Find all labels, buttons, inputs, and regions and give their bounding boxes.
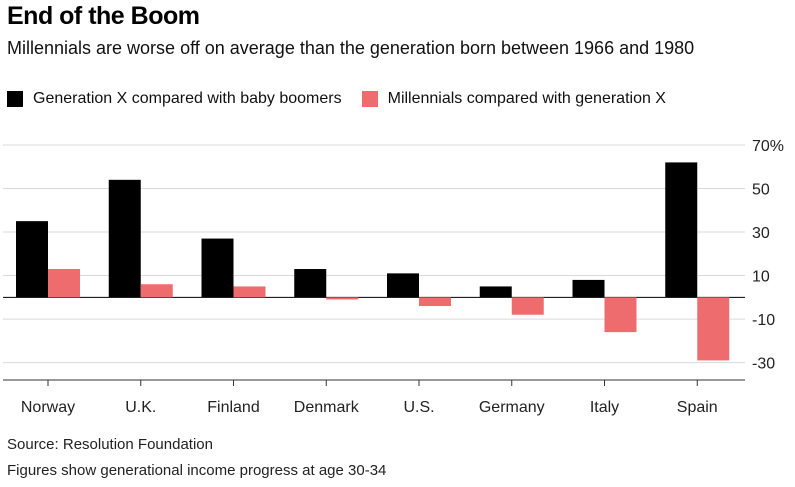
- bar-genx: [294, 269, 327, 298]
- legend-swatch-genx: [7, 91, 23, 107]
- bar-millennials: [697, 297, 730, 361]
- y-tick-label: 10: [752, 269, 770, 286]
- bar-genx: [16, 221, 48, 298]
- bar-genx: [108, 179, 141, 298]
- category-label: U.S.: [403, 399, 434, 416]
- legend-label-millennials: Millennials compared with generation X: [387, 90, 666, 107]
- y-tick-label: 50: [752, 182, 770, 199]
- legend-label-genx: Generation X compared with baby boomers: [33, 90, 342, 107]
- bar-millennials: [511, 297, 544, 315]
- bar-millennials: [326, 297, 359, 300]
- category-label: Italy: [590, 399, 619, 416]
- category-label: Denmark: [294, 399, 360, 416]
- bar-millennials: [604, 297, 637, 333]
- bar-millennials: [48, 269, 80, 298]
- bar-millennials: [140, 284, 173, 298]
- chart-legend: Generation X compared with baby boomers …: [7, 90, 686, 108]
- category-label: Germany: [479, 399, 545, 416]
- chart-title: End of the Boom: [7, 2, 200, 30]
- y-tick-label: -10: [752, 312, 775, 329]
- bar-millennials: [419, 297, 451, 307]
- category-label: Finland: [207, 399, 259, 416]
- y-tick-label: 30: [752, 225, 770, 242]
- bar-genx: [479, 286, 512, 298]
- bar-genx: [387, 273, 419, 298]
- chart-subtitle: Millennials are worse off on average tha…: [7, 38, 695, 58]
- footnote: Figures show generational income progres…: [7, 462, 387, 479]
- bar-genx: [201, 238, 234, 298]
- bar-genx: [572, 279, 605, 298]
- bar-genx: [665, 162, 698, 298]
- source-note: Source: Resolution Foundation: [7, 436, 213, 453]
- category-label: Norway: [21, 399, 75, 416]
- legend-item-genx: Generation X compared with baby boomers: [7, 90, 342, 108]
- y-tick-label: -30: [752, 356, 775, 373]
- category-label: Spain: [677, 399, 718, 416]
- y-tick-label: 70%: [752, 138, 784, 155]
- legend-item-millennials: Millennials compared with generation X: [361, 90, 666, 108]
- legend-swatch-millennials: [361, 91, 378, 107]
- category-label: U.K.: [125, 399, 156, 416]
- bar-millennials: [233, 286, 266, 298]
